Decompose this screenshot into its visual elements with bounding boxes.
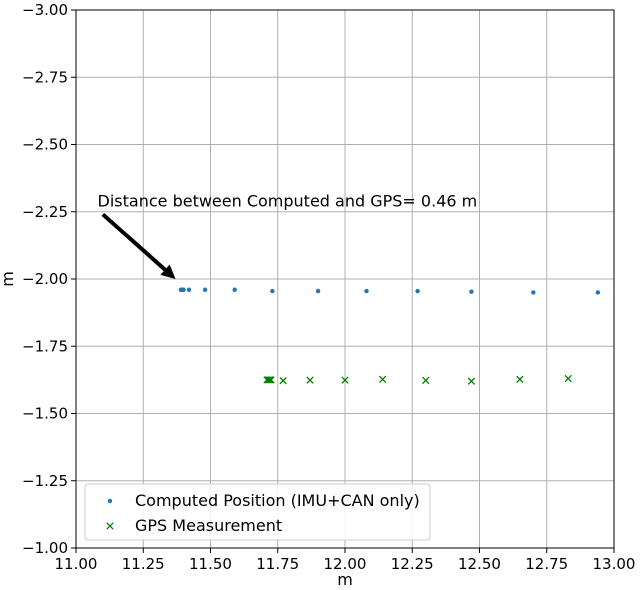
gps-measurement-point-stroke [264,376,272,384]
computed-position-point [595,290,601,295]
legend-marker-1 [106,522,114,530]
series-1 [263,374,572,385]
gps-measurement-point-stroke [422,376,430,385]
gps-measurement-point-stroke [279,377,287,385]
x-tick-label: 12.00 [324,555,367,573]
computed-position-point [364,288,369,294]
gps-measurement-point [279,377,287,385]
gps-measurement-point-stroke [516,375,524,383]
y-tick-label: −2.00 [22,270,68,288]
annotation: Distance between Computed and GPS= 0.46 … [98,191,478,279]
y-tick-label: −1.00 [22,539,68,557]
computed-position-point [315,288,321,294]
annotation-text: Distance between Computed and GPS= 0.46 … [98,191,478,210]
gps-measurement-point-stroke [267,376,275,384]
computed-position-point [181,287,186,292]
gps-measurement-point-stroke [341,376,349,384]
legend-marker-1-stroke [106,522,114,530]
gps-measurement-point [379,375,387,383]
gps-measurement-point [267,376,275,384]
x-tick-label: 11.25 [122,555,165,573]
y-axis-label: m [0,271,17,287]
computed-position-point [186,287,192,292]
y-tick-label: −1.75 [22,337,68,355]
computed-position-point [232,287,237,292]
computed-position-point [202,287,208,292]
gps-measurement-point-stroke [379,375,387,383]
legend-box [84,483,431,541]
gps-measurement-point [306,376,314,384]
gps-measurement-point-stroke [306,376,314,384]
legend-label-1: GPS Measurement [135,516,282,535]
gps-measurement-point [564,374,572,383]
x-tick-label: 12.25 [391,555,434,573]
computed-position-point [531,290,536,295]
grid [75,9,615,549]
x-tick-label: 11.75 [256,555,299,573]
series-layer [178,287,601,385]
gps-measurement-point [467,377,476,385]
y-tick-label: −3.00 [22,1,68,19]
x-tick-label: 11.00 [55,555,98,573]
x-axis-label: m [337,570,353,589]
computed-position-point [270,288,275,294]
gps-measurement-point [264,376,272,384]
gps-measurement-point [266,376,274,384]
y-tick-label: −2.75 [22,68,68,86]
x-tick-label: 12.50 [458,555,501,573]
gps-measurement-point [422,376,430,385]
y-tick-label: −1.50 [22,405,68,423]
y-tick-label: −1.25 [22,472,68,490]
legend: Computed Position (IMU+CAN only) GPS Meas… [84,483,431,541]
annotation-arrow-shaft [101,212,167,272]
gps-measurement-point [516,375,524,383]
gps-measurement-point [341,376,349,384]
series-0 [178,287,601,295]
x-tick-label: 12.75 [525,555,568,573]
axis-ticks: 11.00 11.25 11.50 11.75 12.00 12.25 12.50 12.75… [22,1,635,573]
computed-position-point [469,289,474,294]
x-tick-label: 13.00 [593,555,636,573]
y-tick-label: −2.25 [22,203,68,221]
gps-measurement-point-stroke [564,374,572,383]
y-tick-label: −2.50 [22,136,68,154]
computed-position-point [415,288,420,294]
annotation-arrow-head [160,264,176,279]
gps-measurement-point-stroke [266,376,274,384]
legend-marker-0 [107,498,113,504]
x-tick-label: 11.50 [189,555,232,573]
legend-label-0: Computed Position (IMU+CAN only) [135,491,420,510]
gps-measurement-point-stroke [467,377,476,385]
